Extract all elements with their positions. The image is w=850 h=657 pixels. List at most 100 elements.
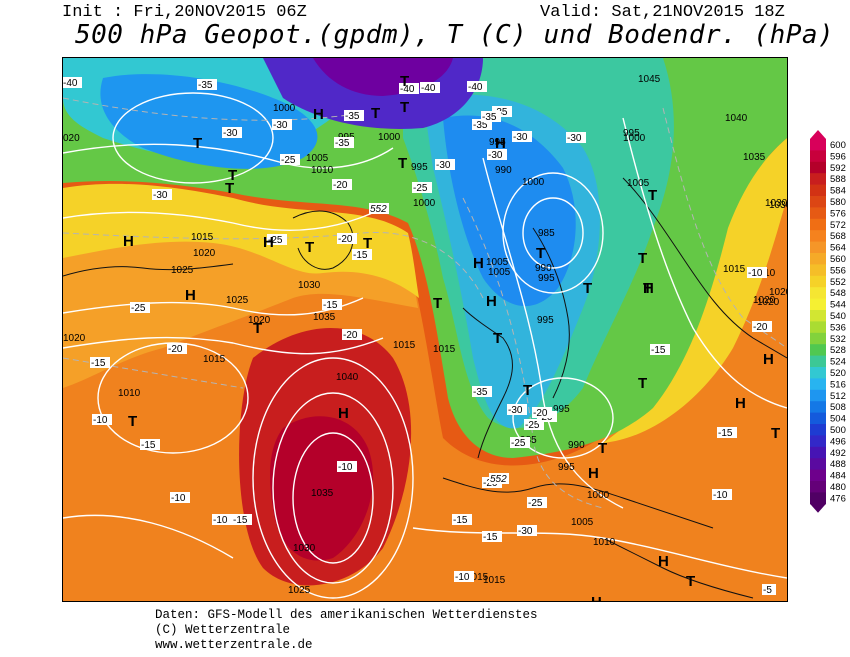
isobar-pressure-label: 1045 (638, 74, 661, 85)
legend-value-label: 516 (830, 379, 846, 390)
isotherm-temperature-label: -10 (713, 490, 728, 501)
isobar-pressure-label: 985 (538, 228, 555, 239)
isotherm-temperature-label-bg (212, 514, 232, 525)
isobar-pressure-label: 990 (535, 263, 552, 274)
edge-pressure-label: 1030 (769, 200, 787, 211)
isotherm-temperature-label: -40 (63, 78, 78, 89)
isotherm-temperature-label: -30 (153, 190, 168, 201)
legend-swatch (810, 469, 826, 482)
edge-labels: 020 1030 1020 (63, 133, 787, 298)
legend-value-label: 508 (830, 402, 846, 413)
isotherm-temperature-label-bg (272, 119, 292, 130)
legend-swatch (810, 389, 826, 402)
pressure-center-marker: H (588, 465, 599, 482)
legend-swatch (810, 446, 826, 459)
geopotential-label: 552 (490, 474, 507, 485)
isotherm-temperature-label: -25 (525, 420, 540, 431)
isotherm-temperature-label: -10 (213, 515, 228, 526)
isotherm-temperature-label-bg (454, 571, 474, 582)
legend-swatch (810, 310, 826, 322)
isotherm-temperature-label: -15 (483, 532, 498, 543)
isotherm-temperature-label: -15 (718, 428, 733, 439)
isotherm-temperature-label: -15 (353, 250, 368, 261)
weather-map: 1000995100099510051010995990100010451040… (62, 57, 788, 602)
isotherm-temperature-label-bg (334, 137, 354, 148)
legend-swatch (810, 230, 826, 243)
isotherm-temperature-label-bg (63, 77, 82, 88)
isobar-pressure-label: 1015 (433, 344, 456, 355)
isotherm-temperature-label-bg (481, 111, 501, 122)
pressure-center-marker: T (771, 425, 780, 442)
legend-value-label: 476 (830, 493, 846, 504)
isotherm-temperature-label-bg (650, 344, 670, 355)
isotherm-temperature-label-bg (566, 132, 586, 143)
pressure-center-marker: H (185, 287, 196, 304)
isotherm-temperature-label: -5 (763, 585, 772, 596)
isobar-pressure-label: 1030 (765, 198, 787, 209)
isobar-pressure-label: 995 (489, 137, 506, 148)
isotherm-temperature-label: -35 (345, 111, 360, 122)
isotherm-temperature-label-bg (752, 321, 772, 332)
isotherm-temperature-label-bg (232, 514, 252, 525)
legend-swatch (810, 287, 826, 300)
footer-credits: Daten: GFS-Modell des amerikanischen Wet… (155, 608, 538, 653)
valid-time-label: Valid: Sat,21NOV2015 18Z (540, 3, 785, 22)
legend-swatch (810, 458, 826, 471)
isobar-pressure-label: 1015 (723, 264, 746, 275)
isotherm-temperature-label: -25 (413, 183, 428, 194)
isotherm-temperature-label-bg (532, 407, 552, 418)
isotherm-temperature-label: -30 (567, 133, 582, 144)
isobar-pressure-label: 990 (495, 165, 512, 176)
isotherm-temperature-label-bg (412, 182, 432, 193)
isotherm-temperature-label: -15 (651, 345, 666, 356)
isobar-pressure-label: 1030 (293, 543, 316, 554)
isobar-pressure-label: 1035 (743, 152, 766, 163)
legend-swatch (810, 298, 826, 311)
legend-swatch (810, 321, 826, 334)
pressure-center-marker: T (253, 320, 262, 337)
isotherm-temperature-label-bg (472, 386, 492, 397)
isotherm-temperature-label-bg (472, 119, 492, 130)
legend-value-label: 520 (830, 368, 846, 379)
field-yellow-east (603, 138, 787, 443)
isotherm-temperature-label: -35 (335, 138, 350, 149)
isotherm-temperature-label: -30 (518, 526, 533, 537)
isobar-pressure-label: 1015 (466, 572, 489, 583)
isotherm-temperature-label-bg (352, 249, 372, 260)
isobar-pressure-label: 1020 (193, 248, 216, 259)
isotherm-temperature-label: -35 (198, 80, 213, 91)
isobar-pressure-label: 990 (568, 440, 585, 451)
isobar-pressure-label: 995 (558, 462, 575, 473)
legend-value-label: 500 (830, 425, 846, 436)
legend-value-label: 552 (830, 277, 846, 288)
isobar-pressure-label: 1000 (623, 133, 646, 144)
legend-value-label: 564 (830, 243, 846, 254)
isotherm-temperature-label: -30 (488, 150, 503, 161)
legend-swatch (810, 207, 826, 220)
legend-swatch (810, 264, 826, 277)
isobar-pressure-label: 1015 (393, 340, 416, 351)
isobar-pressure-label: 1010 (593, 537, 616, 548)
legend-value-label: 532 (830, 334, 846, 345)
legend-swatch (810, 344, 826, 357)
isobar-pressure-label: 1040 (336, 372, 359, 383)
isotherm-temperature-label-bg (337, 461, 357, 472)
legend-swatch (810, 241, 826, 254)
isotherm-temperature-label-bg (170, 492, 190, 503)
isotherm-temperature-label: -20 (343, 330, 358, 341)
isotherm-temperature-label: -25 (528, 498, 543, 509)
geopotential-labels: 552 552 (369, 203, 509, 485)
isotherm-temperature-label: -10 (93, 415, 108, 426)
isobar-pressure-label: 1005 (627, 178, 650, 189)
isotherm-temperature-label-bg (344, 110, 364, 121)
pressure-center-markers: HHHHHHHHHHHHHHTTTTTTTTTTTTTTTTTTTTTTT (123, 73, 780, 601)
isobar-pressure-label: 1040 (725, 113, 748, 124)
isobar-pressure-label: 1020 (753, 295, 776, 306)
isotherm-temperature-label-bg (332, 179, 352, 190)
isobar-pressure-label: 995 (537, 315, 554, 326)
isobar-pressure-label: 1015 (203, 354, 226, 365)
legend-value-label: 588 (830, 174, 846, 185)
pressure-center-marker: H (658, 553, 669, 570)
pressure-center-marker: T (400, 73, 409, 90)
isotherm-temperature-label-bg (717, 427, 737, 438)
